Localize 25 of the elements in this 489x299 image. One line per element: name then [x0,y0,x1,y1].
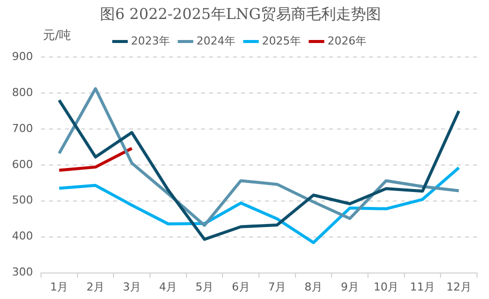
x-tick-label: 9月 [340,280,359,294]
x-tick-label: 4月 [159,280,178,294]
x-tick-label: 3月 [122,280,141,294]
x-tick-label: 2月 [86,280,104,294]
legend-label: 2024年 [196,34,236,48]
x-tick-label: 8月 [304,280,322,294]
y-axis-title: 元/吨 [42,28,72,42]
legend-label: 2025年 [262,34,301,48]
chart-title: 图6 2022-2025年LNG贸易商毛利走势图 [100,4,381,23]
y-tick-label: 900 [12,50,33,63]
y-tick-label: 300 [12,266,33,279]
x-tick-label: 7月 [268,280,286,294]
x-tick-label: 12月 [446,280,472,294]
y-tick-label: 600 [12,158,33,171]
x-tick-label: 1月 [50,280,68,294]
x-tick-label: 6月 [232,280,250,294]
y-tick-label: 800 [12,86,33,99]
x-tick-label: 10月 [374,280,399,294]
x-tick-label: 11月 [410,280,435,294]
legend-label: 2023年 [131,34,170,48]
legend-label: 2026年 [327,34,366,48]
y-tick-label: 400 [12,230,33,243]
y-tick-label: 700 [12,122,33,135]
y-tick-label: 500 [12,194,33,207]
x-tick-label: 5月 [195,280,214,294]
